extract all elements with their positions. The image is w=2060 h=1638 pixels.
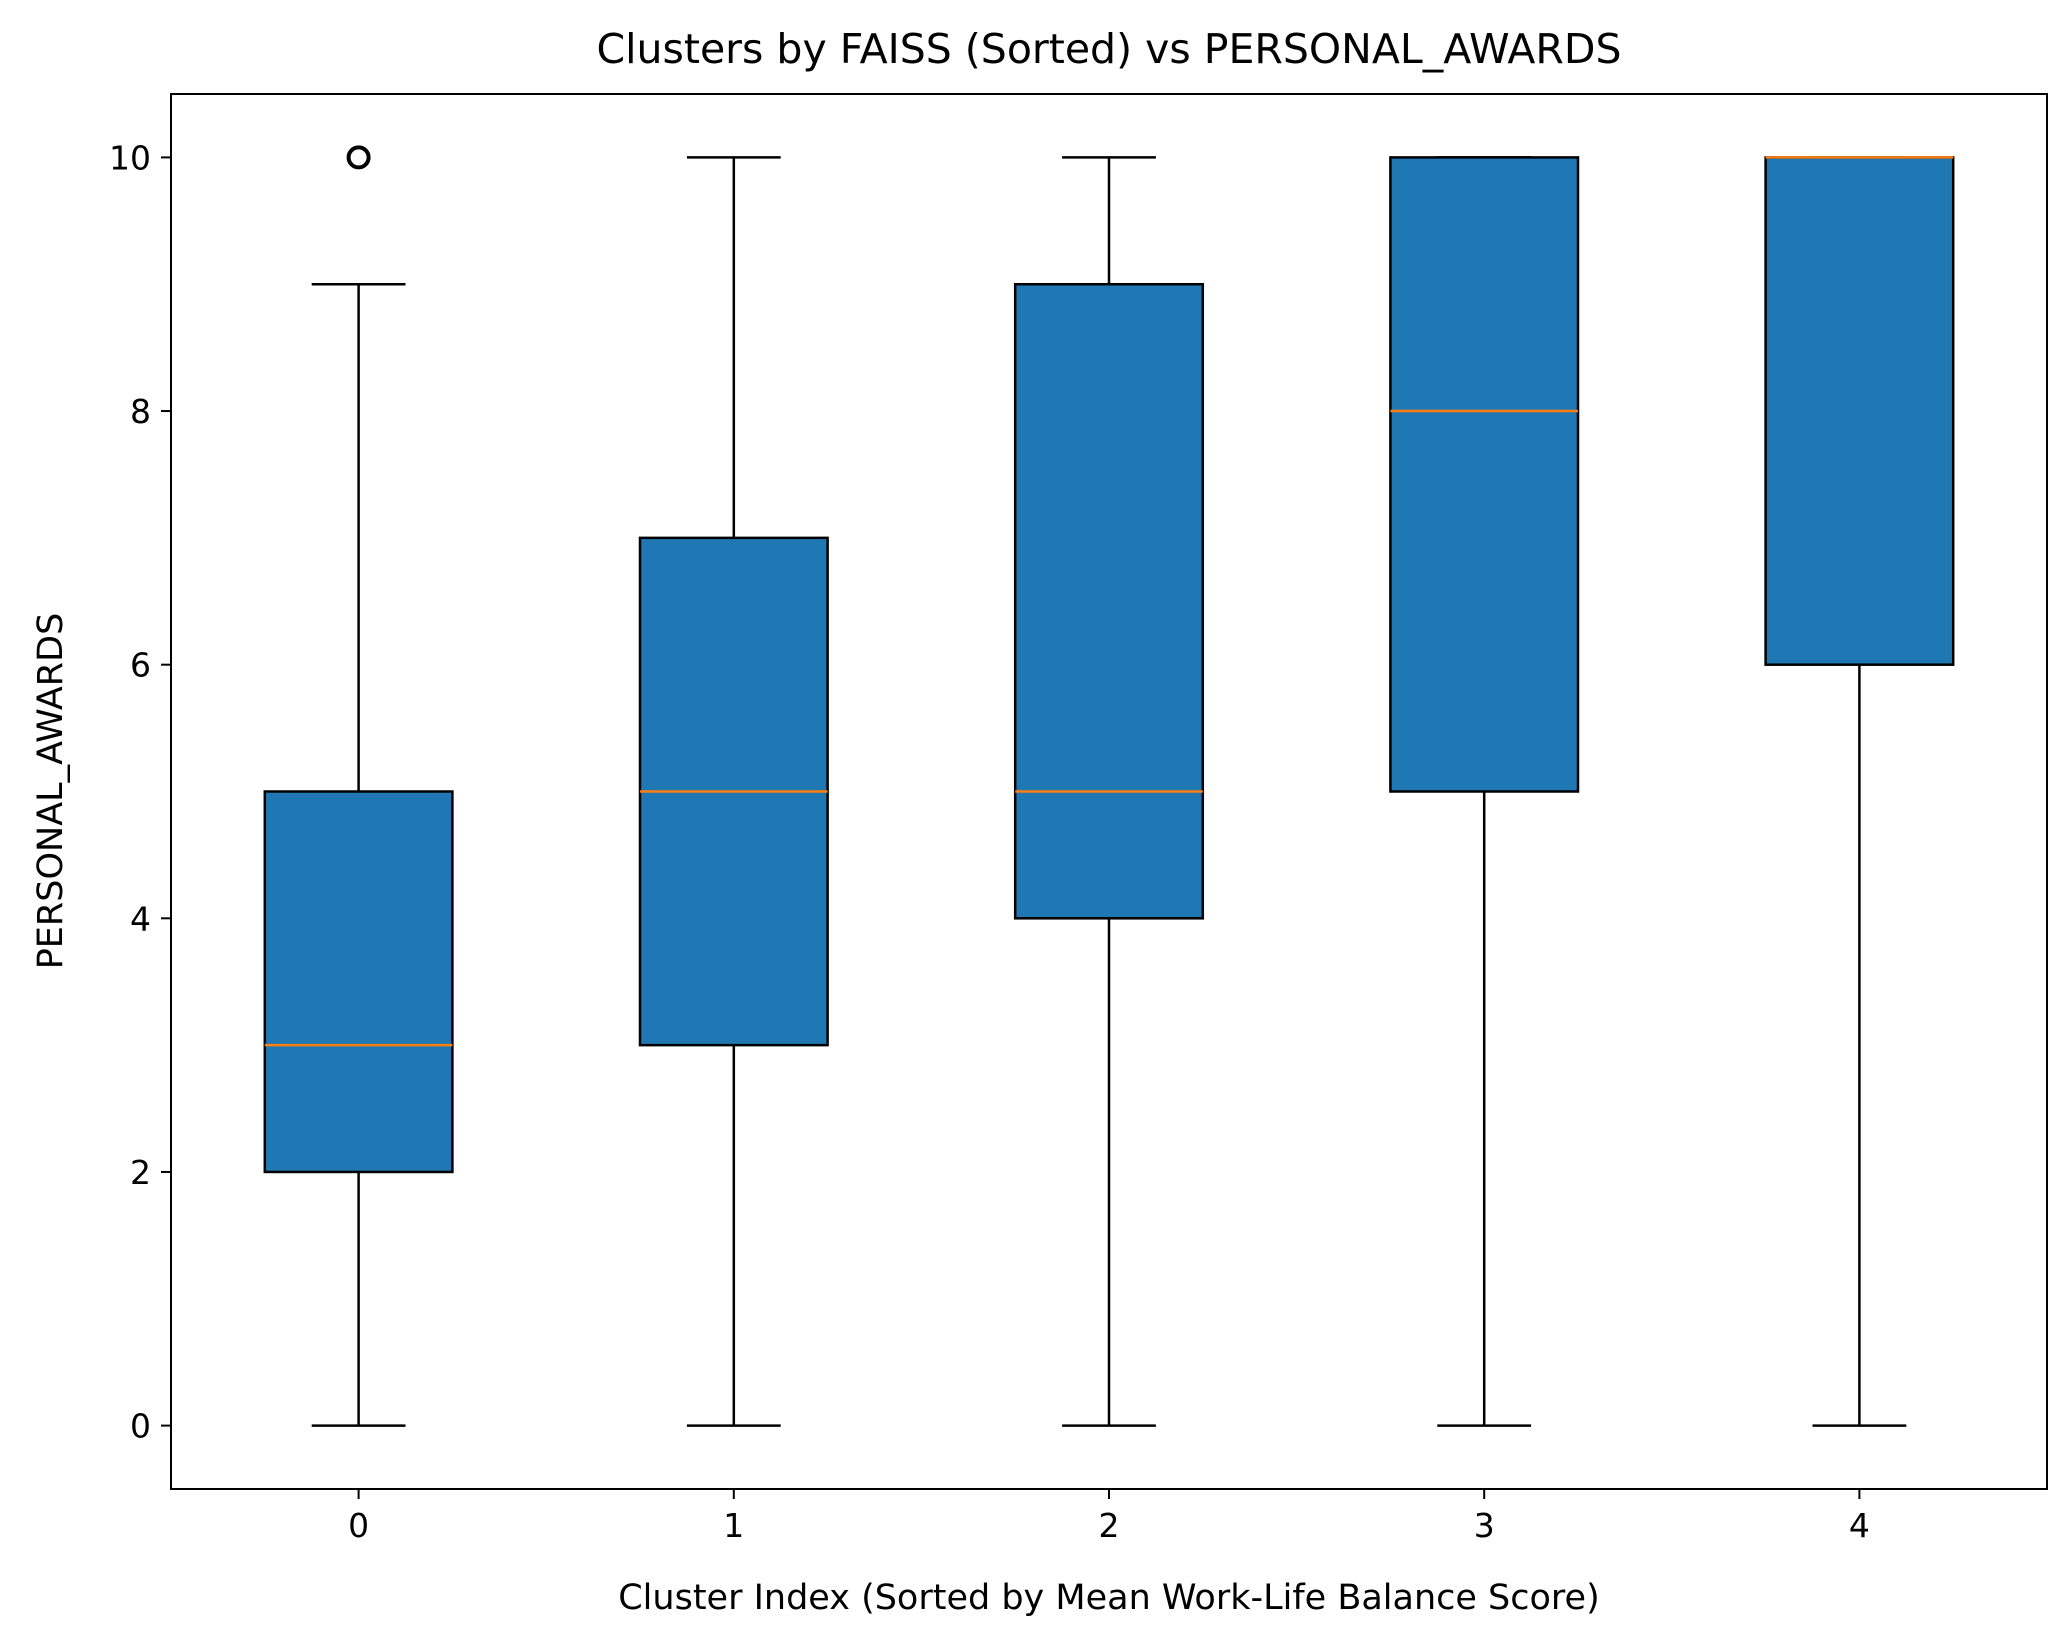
outlier-point [346, 145, 371, 170]
y-axis-label: PERSONAL_AWARDS [31, 613, 71, 970]
box-iqr [1764, 156, 1955, 666]
box-group-2 [1013, 156, 1205, 1427]
y-tick-label: 4 [130, 899, 151, 938]
box-iqr [263, 790, 454, 1174]
x-tick-label: 3 [1474, 1506, 1495, 1545]
x-tick-label: 2 [1099, 1506, 1120, 1545]
y-tick-label: 8 [130, 392, 151, 431]
box-iqr [1389, 156, 1580, 793]
box-group-3 [1389, 156, 1580, 1427]
y-tick-label: 2 [130, 1153, 151, 1192]
y-tick-label: 6 [130, 646, 151, 685]
y-tick-label: 0 [130, 1407, 151, 1446]
y-tick-label: 10 [109, 138, 151, 177]
x-tick-label: 0 [348, 1506, 369, 1545]
boxes-layer [263, 145, 1955, 1427]
plot-area-frame [170, 93, 2048, 1490]
chart-title: Clusters by FAISS (Sorted) vs PERSONAL_A… [597, 25, 1622, 73]
box-iqr [1013, 282, 1205, 920]
x-tick-label: 4 [1849, 1506, 1870, 1545]
x-tick-label: 1 [723, 1506, 744, 1545]
x-axis-label: Cluster Index (Sorted by Mean Work-Life … [618, 1578, 1600, 1618]
axes-layer: 0 1 2 3 4 0 2 4 6 8 10 [109, 138, 1870, 1545]
box-group-4 [1764, 156, 1955, 1427]
box-group-1 [638, 156, 829, 1427]
box-group-0 [263, 145, 454, 1427]
